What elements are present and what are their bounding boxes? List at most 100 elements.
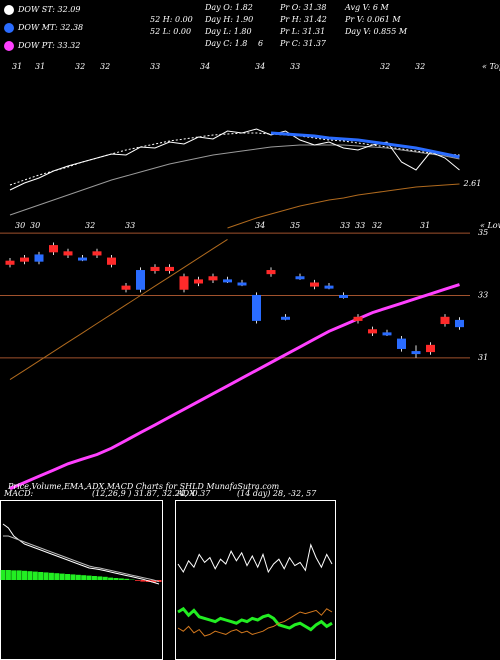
legend-label: DOW ST: 32.09: [17, 5, 80, 14]
corner-label: « Topa: [482, 62, 500, 71]
stat: Day H: 1.90: [204, 15, 253, 24]
top-label: 34: [200, 62, 210, 71]
candle-body: [78, 257, 87, 261]
candle-body: [252, 294, 261, 321]
stat: Day V: 0.855 M: [344, 27, 408, 36]
histogram-bar: [86, 575, 92, 580]
candle-body: [165, 266, 174, 272]
chart-title: Price,Volume,EMA,ADX,MACD Charts for SHL…: [7, 482, 280, 491]
stat: Avg V: 6 M: [344, 3, 389, 12]
top-label: 30: [15, 221, 25, 230]
candle-body: [339, 294, 348, 298]
candle-body: [121, 285, 131, 290]
histogram-bar: [108, 577, 114, 580]
y-tick-label: 35: [478, 228, 488, 237]
candle-body: [353, 316, 363, 321]
top-label: 31: [12, 62, 22, 71]
top-label: 33: [125, 221, 135, 230]
y-tick-label: 31: [478, 353, 488, 362]
candle-body: [426, 344, 435, 353]
candle-body: [455, 319, 464, 328]
histogram-bar: [5, 570, 11, 580]
histogram-bar: [16, 570, 22, 580]
histogram-bar: [65, 574, 71, 580]
top-label: 32: [380, 62, 390, 71]
top-label: 32: [415, 62, 425, 71]
stat: Day L: 1.80: [204, 27, 252, 36]
top-label: 33: [355, 221, 365, 230]
candle-body: [237, 282, 247, 286]
top-label: 32: [75, 62, 85, 71]
candle-body: [34, 254, 44, 262]
pane-params: (14 day) 28, -32, 57: [237, 489, 317, 498]
candle-body: [194, 279, 203, 284]
histogram-bar: [48, 572, 54, 580]
candle-body: [382, 332, 392, 336]
histogram-bar: [151, 580, 157, 583]
legend-label: DOW PT: 33.32: [17, 41, 80, 50]
top-label: 32: [372, 221, 382, 230]
legend-label: DOW MT: 32.38: [17, 23, 83, 32]
legend-swatch: [4, 23, 14, 33]
candle-body: [49, 245, 58, 253]
series-line: [177, 606, 333, 632]
histogram-bar: [54, 573, 60, 580]
series-line: [9, 144, 460, 216]
histogram-bar: [140, 580, 146, 582]
stat: Day O: 1.82: [204, 3, 253, 12]
stat: Pr O: 31.38: [279, 3, 326, 12]
histogram-bar: [134, 580, 140, 581]
series-line: [9, 238, 228, 381]
stat: Pr H: 31.42: [279, 15, 327, 24]
histogram-bar: [156, 580, 162, 582]
candle-body: [411, 351, 421, 355]
candle-body: [20, 257, 29, 262]
histogram-bar: [124, 578, 130, 580]
histogram-bar: [118, 578, 124, 580]
histogram-bar: [0, 570, 6, 580]
histogram-bar: [97, 576, 103, 580]
top-label: 34: [255, 62, 265, 71]
candle-body: [368, 329, 377, 334]
histogram-bar: [38, 572, 44, 580]
histogram-bar: [43, 572, 49, 580]
top-label: 33: [150, 62, 160, 71]
pane-frame: [175, 500, 336, 660]
series-line: [9, 132, 460, 186]
top-label: 34: [255, 221, 265, 230]
series-line: [227, 183, 460, 229]
histogram-bar: [102, 576, 108, 580]
histogram-bar: [70, 574, 76, 580]
candle-body: [179, 276, 189, 290]
stat: Day C: 1.8: [204, 39, 247, 48]
candle-body: [150, 266, 160, 272]
series-line: [177, 543, 333, 574]
top-label: 32: [85, 221, 95, 230]
histogram-bar: [81, 575, 87, 580]
last-value-label: 2.61: [463, 179, 482, 188]
pane-label: ADX: [176, 489, 195, 498]
stat: 52 H: 0.00: [150, 15, 193, 24]
pane-label: MACD:: [3, 489, 34, 498]
candle-body: [397, 338, 406, 349]
top-label: 32: [100, 62, 110, 71]
histogram-bar: [22, 570, 28, 580]
candle-body: [136, 270, 145, 290]
stat: 6: [258, 39, 263, 48]
candle-body: [281, 316, 290, 320]
candle-body: [208, 276, 218, 281]
stat: Pr V: 0.061 M: [344, 15, 401, 24]
candle-body: [266, 270, 276, 275]
histogram-bar: [27, 571, 33, 580]
histogram-bar: [91, 576, 97, 580]
histogram-bar: [59, 573, 65, 580]
candle-body: [223, 279, 232, 283]
candle-body: [92, 251, 102, 256]
top-label: 30: [30, 221, 40, 230]
y-tick-label: 33: [478, 290, 488, 299]
top-label: 33: [340, 221, 350, 230]
series-line: [2, 523, 160, 585]
candle-body: [5, 260, 15, 265]
top-label: 31: [420, 221, 430, 230]
